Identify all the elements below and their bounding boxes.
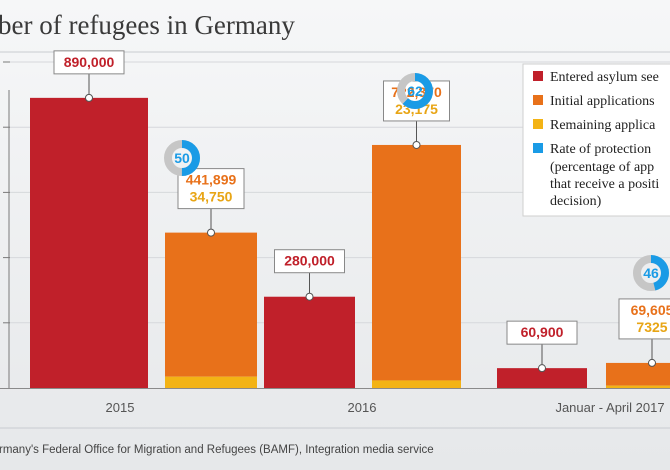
chart-title: ber of refugees in Germany	[0, 10, 295, 40]
legend-label: Remaining applica	[550, 118, 656, 133]
legend: Entered asylum see Initial applications Re…	[522, 63, 670, 217]
y-axis-ticks	[3, 61, 10, 324]
label-entered-2-text: 60,900	[521, 324, 564, 340]
donut-fill	[164, 140, 200, 176]
label-initial-0-text: 34,750	[190, 189, 233, 205]
donut-fill	[397, 73, 433, 109]
label-entered-1-box	[274, 249, 345, 274]
label-entered-0-box	[53, 50, 125, 75]
label-initial-2-text: 7325	[636, 319, 667, 335]
protection-rate-donuts: 50 62 46	[164, 73, 669, 291]
legend-box	[522, 63, 670, 217]
x-tick-label: Januar - April 2017	[555, 400, 664, 415]
label-entered-2-box	[506, 320, 578, 345]
label-entered-1-text: 280,000	[284, 253, 335, 269]
legend-note: that receive a positi	[550, 177, 659, 192]
label-initial-0-text: 441,899	[186, 172, 237, 188]
bar-remaining-0	[165, 376, 257, 388]
source-note: rmany's Federal Office for Migration and…	[0, 444, 434, 456]
legend-note: (percentage of app	[550, 160, 654, 175]
label-initial-0-box	[177, 168, 245, 210]
bar-remaining-2	[606, 385, 670, 388]
bars-group	[30, 97, 670, 389]
label-initial-2-text: 69,605	[631, 302, 670, 318]
donut-1: 62	[397, 73, 433, 109]
bar-entered-2	[497, 368, 587, 388]
bar-remaining-1	[372, 380, 461, 388]
donut-label: 50	[174, 150, 190, 166]
x-tick-label: 2015	[106, 400, 135, 415]
label-initial-2-anchor	[648, 358, 656, 367]
x-axis-labels: 2015 2016 Januar - April 2017	[106, 400, 665, 415]
donut-label: 46	[643, 265, 659, 281]
label-initial-2-box	[618, 298, 670, 340]
bar-initial-1	[372, 144, 461, 381]
legend-label: Rate of protection	[550, 142, 651, 157]
bar-entered-0	[30, 97, 148, 389]
legend-swatch	[533, 95, 543, 105]
legend-swatch	[533, 119, 543, 129]
label-entered-0-anchor	[85, 93, 93, 102]
donut-label: 62	[407, 83, 423, 99]
label-entered-2-anchor	[538, 364, 546, 373]
bar-initial-0	[165, 232, 257, 377]
x-tick-label: 2016	[348, 400, 377, 415]
label-initial-1-anchor	[412, 140, 421, 149]
label-entered-1-anchor	[305, 292, 314, 301]
bar-entered-1	[264, 296, 355, 388]
donut-2: 46	[633, 255, 669, 291]
donut-0: 50	[164, 140, 200, 176]
legend-swatch	[533, 143, 543, 153]
legend-label: Entered asylum see	[550, 70, 659, 85]
bar-initial-2	[606, 362, 670, 386]
legend-swatch	[533, 71, 543, 81]
label-initial-0-anchor	[207, 228, 215, 237]
donut-fill	[633, 255, 669, 291]
label-entered-0-text: 890,000	[64, 54, 115, 70]
legend-note: decision)	[550, 194, 602, 209]
legend-label: Initial applications	[550, 94, 655, 109]
